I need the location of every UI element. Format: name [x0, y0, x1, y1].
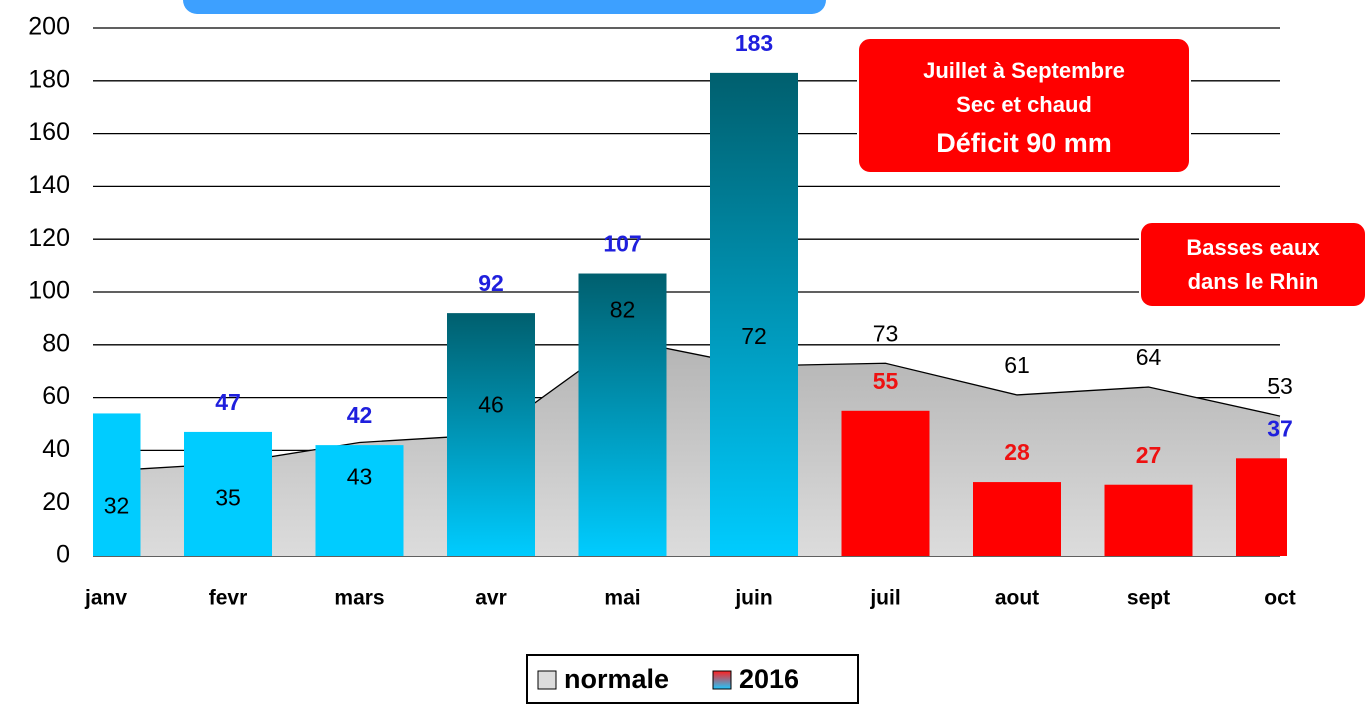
x-tick-label: sept [1127, 587, 1170, 610]
annotation-box [857, 37, 1191, 174]
legend-swatch [712, 670, 732, 690]
annotation-text: Sec et chaud [956, 92, 1092, 117]
legend-label: 2016 [739, 664, 799, 694]
x-tick-label: juin [734, 587, 772, 610]
plot-area [93, 27, 1287, 557]
y-tick-label: 0 [56, 541, 70, 569]
area-fill [96, 339, 1280, 556]
overlay: 0 20 40 60 80 100 120 140 160 180 200 32 35 43 46 82 72 7… [28, 13, 1366, 610]
bar-value-label: 27 [1136, 442, 1162, 468]
legend-swatch [537, 670, 557, 690]
x-tick-label: oct [1264, 587, 1296, 610]
legend-box [526, 654, 859, 704]
bar-value-label: 42 [347, 402, 373, 428]
top-banner [183, 0, 826, 14]
bar-value-label: 37 [1267, 415, 1293, 441]
x-tick-label: fevr [209, 587, 248, 610]
normal-value-label: 73 [873, 320, 899, 346]
y-tick-label: 60 [42, 382, 70, 410]
normal-value-label: 46 [478, 392, 504, 418]
normal-value-label: 53 [1267, 373, 1293, 399]
bar-value-label: 55 [873, 368, 899, 394]
normal-value-label: 72 [741, 323, 767, 349]
x-tick-label: mai [604, 587, 640, 610]
normal-value-label: 35 [215, 485, 241, 511]
bar-value-label: 47 [215, 389, 241, 415]
bar [315, 445, 404, 556]
y-tick-label: 200 [28, 13, 70, 41]
annotation-box [1139, 221, 1366, 308]
bar [973, 482, 1061, 556]
bar-value-label: 28 [1004, 439, 1030, 465]
y-tick-label: 140 [28, 171, 70, 199]
bar [93, 413, 141, 556]
annotation-text: Juillet à Septembre [923, 58, 1125, 83]
bar [1104, 484, 1193, 556]
normal-value-label: 64 [1136, 344, 1162, 370]
y-tick-label: 20 [42, 488, 70, 516]
legend-label: normale [564, 664, 669, 694]
bar-value-label: 183 [735, 30, 773, 56]
bar [447, 313, 535, 556]
y-tick-label: 180 [28, 65, 70, 93]
normal-value-label: 32 [104, 493, 130, 519]
y-tick-label: 120 [28, 224, 70, 252]
y-tick-label: 160 [28, 118, 70, 146]
bar [1236, 458, 1287, 556]
bar-value-label: 107 [603, 231, 641, 257]
annotation-text: Basses eaux [1186, 235, 1320, 260]
x-tick-label: avr [475, 587, 507, 610]
normal-value-label: 43 [347, 464, 373, 490]
normal-value-label: 61 [1004, 352, 1030, 378]
bar [578, 273, 667, 556]
y-tick-label: 100 [28, 277, 70, 305]
area-line [96, 338, 1281, 473]
bar-value-label: 92 [478, 270, 504, 296]
x-tick-label: juil [869, 587, 900, 610]
x-tick-label: mars [334, 587, 384, 610]
x-tick-label: aout [995, 587, 1039, 610]
bar [710, 72, 798, 556]
normal-value-label: 82 [610, 297, 636, 323]
bar [841, 410, 930, 556]
bar [184, 431, 272, 556]
x-tick-label: janv [84, 587, 127, 610]
annotation-text: Déficit 90 mm [936, 128, 1112, 158]
y-tick-label: 80 [42, 329, 70, 357]
y-tick-label: 40 [42, 435, 70, 463]
annotation-text: dans le Rhin [1188, 269, 1319, 294]
